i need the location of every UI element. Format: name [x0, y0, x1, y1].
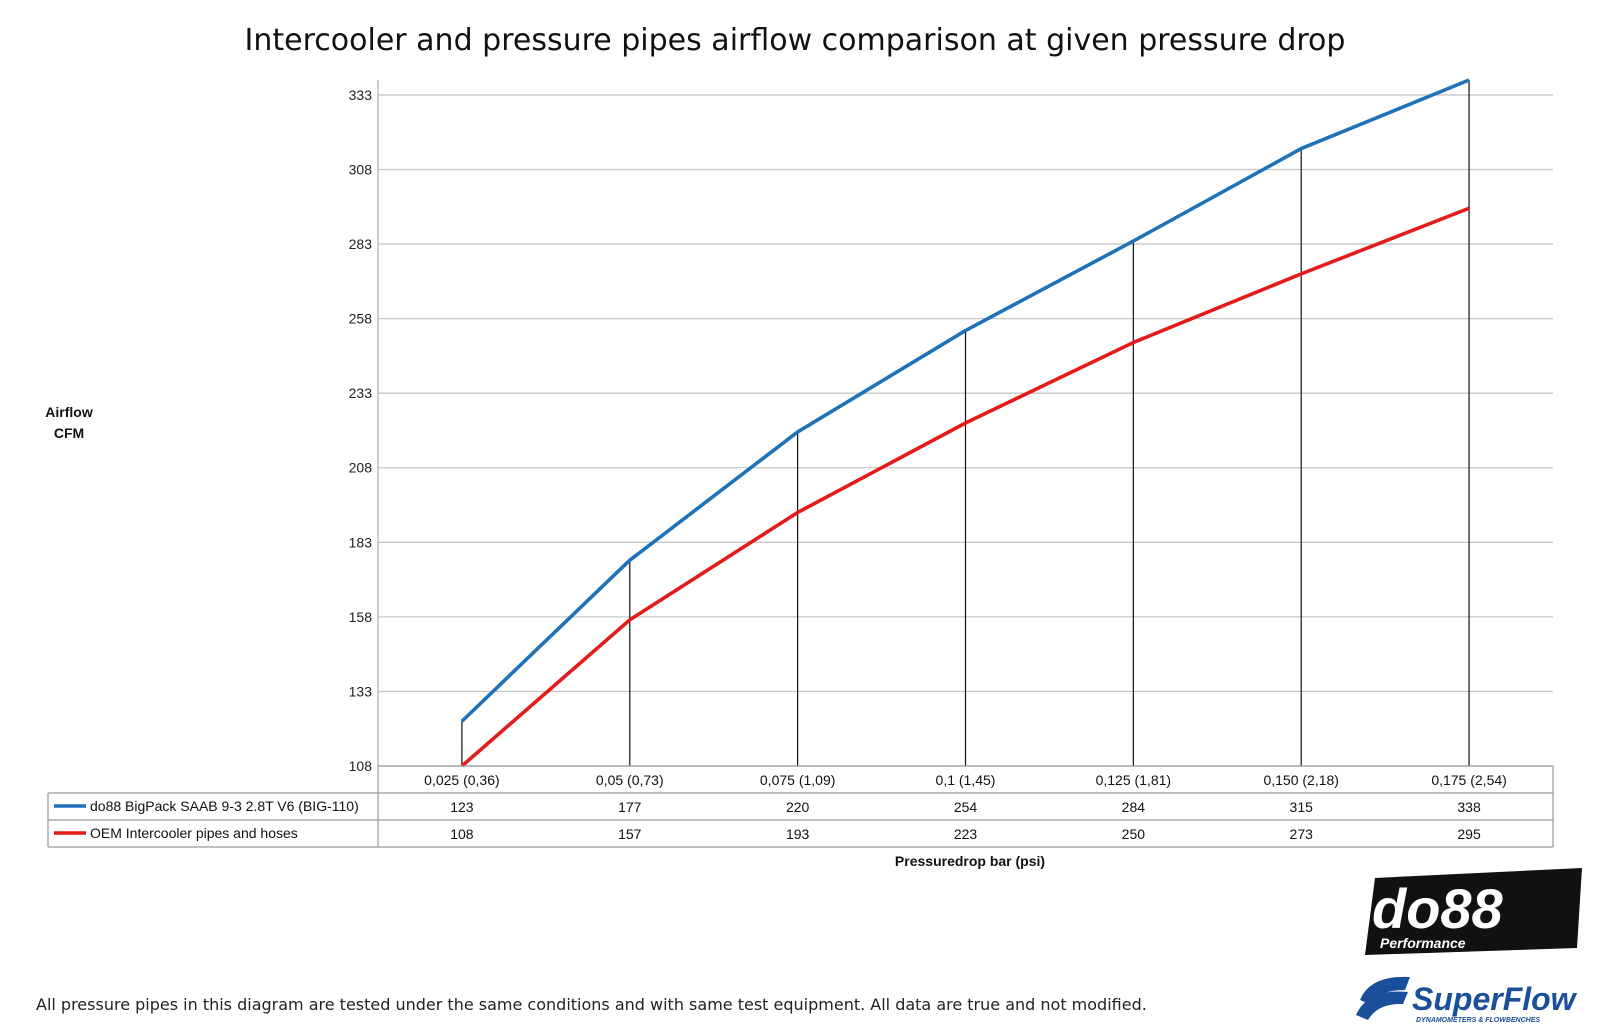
- x-tick-label: 0,175 (2,54): [1431, 772, 1507, 788]
- y-tick-label: 233: [349, 385, 373, 401]
- data-label: 315: [1290, 799, 1314, 815]
- y-axis-label-line1: Airflow: [45, 404, 93, 420]
- x-tick-label: 0,025 (0,36): [424, 772, 500, 788]
- data-label: 254: [954, 799, 978, 815]
- data-label: 338: [1457, 799, 1481, 815]
- drop-lines: [461, 80, 1470, 766]
- data-table: 0,025 (0,36) 0,05 (0,73) 0,075 (1,09) 0,1 (…: [47, 765, 1554, 848]
- y-axis-ticks: 108 133 158 183 208 233 258 283 308 333: [349, 87, 373, 774]
- series-lines: [460, 78, 1470, 768]
- y-tick-label: 333: [349, 87, 373, 103]
- data-label: 284: [1122, 799, 1146, 815]
- superflow-logo-subtext: DYNAMOMETERS & FLOWBENCHES: [1416, 1017, 1540, 1024]
- legend-label-1: do88 BigPack SAAB 9-3 2.8T V6 (BIG-110): [90, 798, 359, 814]
- data-label: 123: [450, 799, 474, 815]
- x-tick-label: 0,1 (1,45): [936, 772, 996, 788]
- data-label: 220: [786, 799, 810, 815]
- footer-note: All pressure pipes in this diagram are t…: [36, 995, 1147, 1014]
- data-label: 108: [450, 826, 474, 842]
- superflow-logo: SuperFlow DYNAMOMETERS & FLOWBENCHES: [1356, 976, 1578, 1024]
- x-axis-label: Pressuredrop bar (psi): [895, 853, 1045, 869]
- data-label: 295: [1457, 826, 1481, 842]
- series-line-1: [460, 78, 1470, 723]
- legend-label-2: OEM Intercooler pipes and hoses: [90, 825, 298, 841]
- data-label: 223: [954, 826, 978, 842]
- y-tick-label: 283: [349, 236, 373, 252]
- x-tick-label: 0,075 (1,09): [760, 772, 836, 788]
- x-tick-label: 0,125 (1,81): [1096, 772, 1172, 788]
- y-tick-label: 258: [349, 311, 373, 327]
- x-tick-label: 0,05 (0,73): [596, 772, 664, 788]
- data-label: 157: [618, 826, 642, 842]
- y-tick-label: 208: [349, 460, 373, 476]
- do88-logo-subtext: Performance: [1380, 935, 1466, 951]
- superflow-logo-text: SuperFlow: [1412, 981, 1578, 1017]
- do88-logo: do88 Performance: [1365, 868, 1582, 955]
- data-label: 193: [786, 826, 810, 842]
- do88-logo-text: do88: [1372, 877, 1504, 940]
- y-tick-label: 108: [349, 758, 373, 774]
- chart-title: Intercooler and pressure pipes airflow c…: [245, 23, 1346, 58]
- y-tick-label: 133: [349, 683, 373, 699]
- data-label: 177: [618, 799, 642, 815]
- y-tick-label: 158: [349, 609, 373, 625]
- data-label: 250: [1122, 826, 1146, 842]
- y-tick-label: 183: [349, 534, 373, 550]
- y-axis-label-line2: CFM: [54, 425, 84, 441]
- data-label: 273: [1290, 826, 1314, 842]
- series-line-2: [460, 206, 1470, 768]
- y-tick-label: 308: [349, 161, 373, 177]
- x-tick-label: 0,150 (2,18): [1263, 772, 1339, 788]
